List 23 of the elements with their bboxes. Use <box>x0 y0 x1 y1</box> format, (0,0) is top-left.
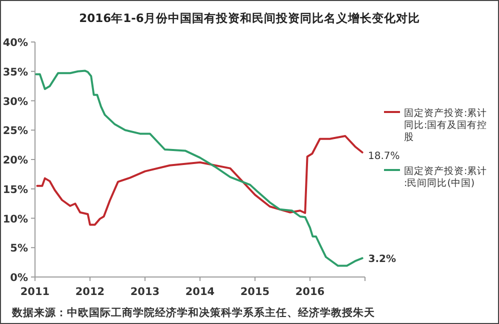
line-series <box>35 70 364 267</box>
chart-title: 2016年1-6月份中国国有投资和民间投资同比名义增长变化对比 <box>79 11 420 25</box>
y-tick-label: 40% <box>2 37 28 49</box>
y-tick-label: 25% <box>2 125 28 138</box>
text: 18.7% <box>368 151 400 162</box>
x-tick-label: 2014 <box>185 286 215 298</box>
y-tick-label: 30% <box>2 96 28 108</box>
x-tick-label: 2016 <box>295 286 325 298</box>
x-tick-label: 2012 <box>75 286 105 298</box>
y-tick-label: 5% <box>10 242 28 255</box>
source-note: 数据来源：中欧国际工商学院经济学和决策科学系系主任、经济学教授朱天 <box>11 306 375 319</box>
y-tick-label: 10% <box>2 213 28 226</box>
x-tick-label: 2013 <box>130 286 160 298</box>
legend-label: 固定资产投资:累计同比:国有及国有控股 <box>404 107 488 143</box>
x-tick-label: 2011 <box>20 286 50 298</box>
y-tick-label: 15% <box>2 184 28 196</box>
x-tick-label: 2015 <box>240 286 270 298</box>
y-tick-label: 20% <box>2 154 28 166</box>
y-tick-label: 35% <box>2 66 28 78</box>
y-tick-label: 0% <box>10 272 28 284</box>
annotation: 3.2% <box>368 254 396 266</box>
line-series <box>36 135 364 226</box>
legend-label: 固定资产投资:累计:民间同比(中国) <box>404 165 488 189</box>
